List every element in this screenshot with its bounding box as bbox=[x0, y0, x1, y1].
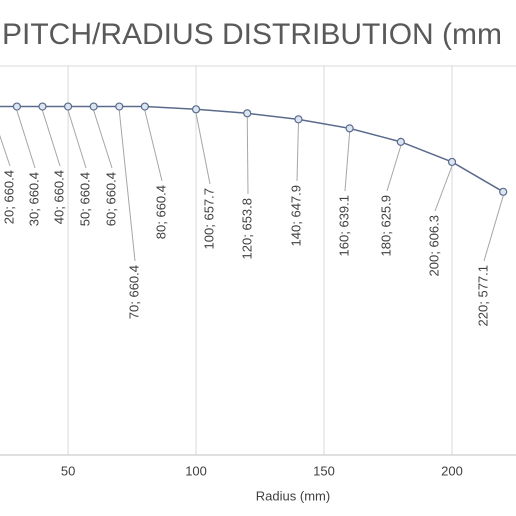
data-point bbox=[63, 102, 73, 111]
data-point bbox=[345, 124, 354, 133]
label-leader bbox=[67, 110, 87, 169]
x-tick-label: 150 bbox=[313, 463, 335, 478]
data-label: 40; 660.4 bbox=[51, 170, 66, 224]
data-label: 20; 660.4 bbox=[1, 170, 16, 224]
data-point bbox=[115, 102, 124, 111]
label-leader bbox=[344, 132, 351, 192]
x-tick-label: 100 bbox=[185, 463, 207, 478]
data-label: 80; 660.4 bbox=[153, 185, 168, 239]
label-leader bbox=[93, 110, 113, 169]
data-label: 30; 660.4 bbox=[26, 172, 41, 226]
data-label: 120; 653.8 bbox=[239, 198, 254, 259]
data-label: 160; 639.1 bbox=[336, 195, 351, 256]
label-leader bbox=[195, 113, 211, 185]
data-line bbox=[0, 105, 504, 193]
data-label: 220; 577.1 bbox=[475, 265, 490, 326]
data-label: 200; 606.3 bbox=[426, 215, 441, 276]
data-label: 100; 657.7 bbox=[201, 188, 216, 249]
label-leader bbox=[118, 110, 136, 262]
data-point bbox=[243, 109, 252, 118]
data-point bbox=[89, 102, 98, 111]
x-tick-label: 200 bbox=[441, 463, 463, 478]
label-leader bbox=[42, 110, 61, 167]
data-label: 50; 660.4 bbox=[77, 172, 92, 226]
label-leader bbox=[296, 123, 299, 182]
data-point bbox=[38, 102, 47, 111]
label-leader bbox=[246, 117, 249, 195]
data-point bbox=[294, 115, 303, 124]
data-label: 70; 660.4 bbox=[126, 265, 141, 319]
data-point bbox=[140, 102, 149, 111]
x-tick-label: 50 bbox=[61, 463, 75, 478]
data-point bbox=[396, 137, 405, 146]
data-point bbox=[499, 187, 508, 196]
label-leader bbox=[144, 110, 163, 182]
data-point bbox=[447, 157, 457, 167]
label-leader bbox=[0, 134, 11, 167]
label-leader bbox=[16, 110, 36, 169]
data-point bbox=[12, 102, 21, 111]
label-leader bbox=[386, 145, 402, 192]
data-label: 140; 647.9 bbox=[288, 185, 303, 246]
data-label: 180; 625.9 bbox=[378, 195, 393, 256]
chart-title: PITCH/RADIUS DISTRIBUTION (mm bbox=[2, 18, 502, 51]
label-leader bbox=[434, 165, 453, 212]
x-axis-label: Radius (mm) bbox=[256, 488, 330, 503]
data-label: 60; 660.4 bbox=[103, 172, 118, 226]
data-point bbox=[191, 105, 201, 114]
label-leader bbox=[483, 195, 504, 262]
